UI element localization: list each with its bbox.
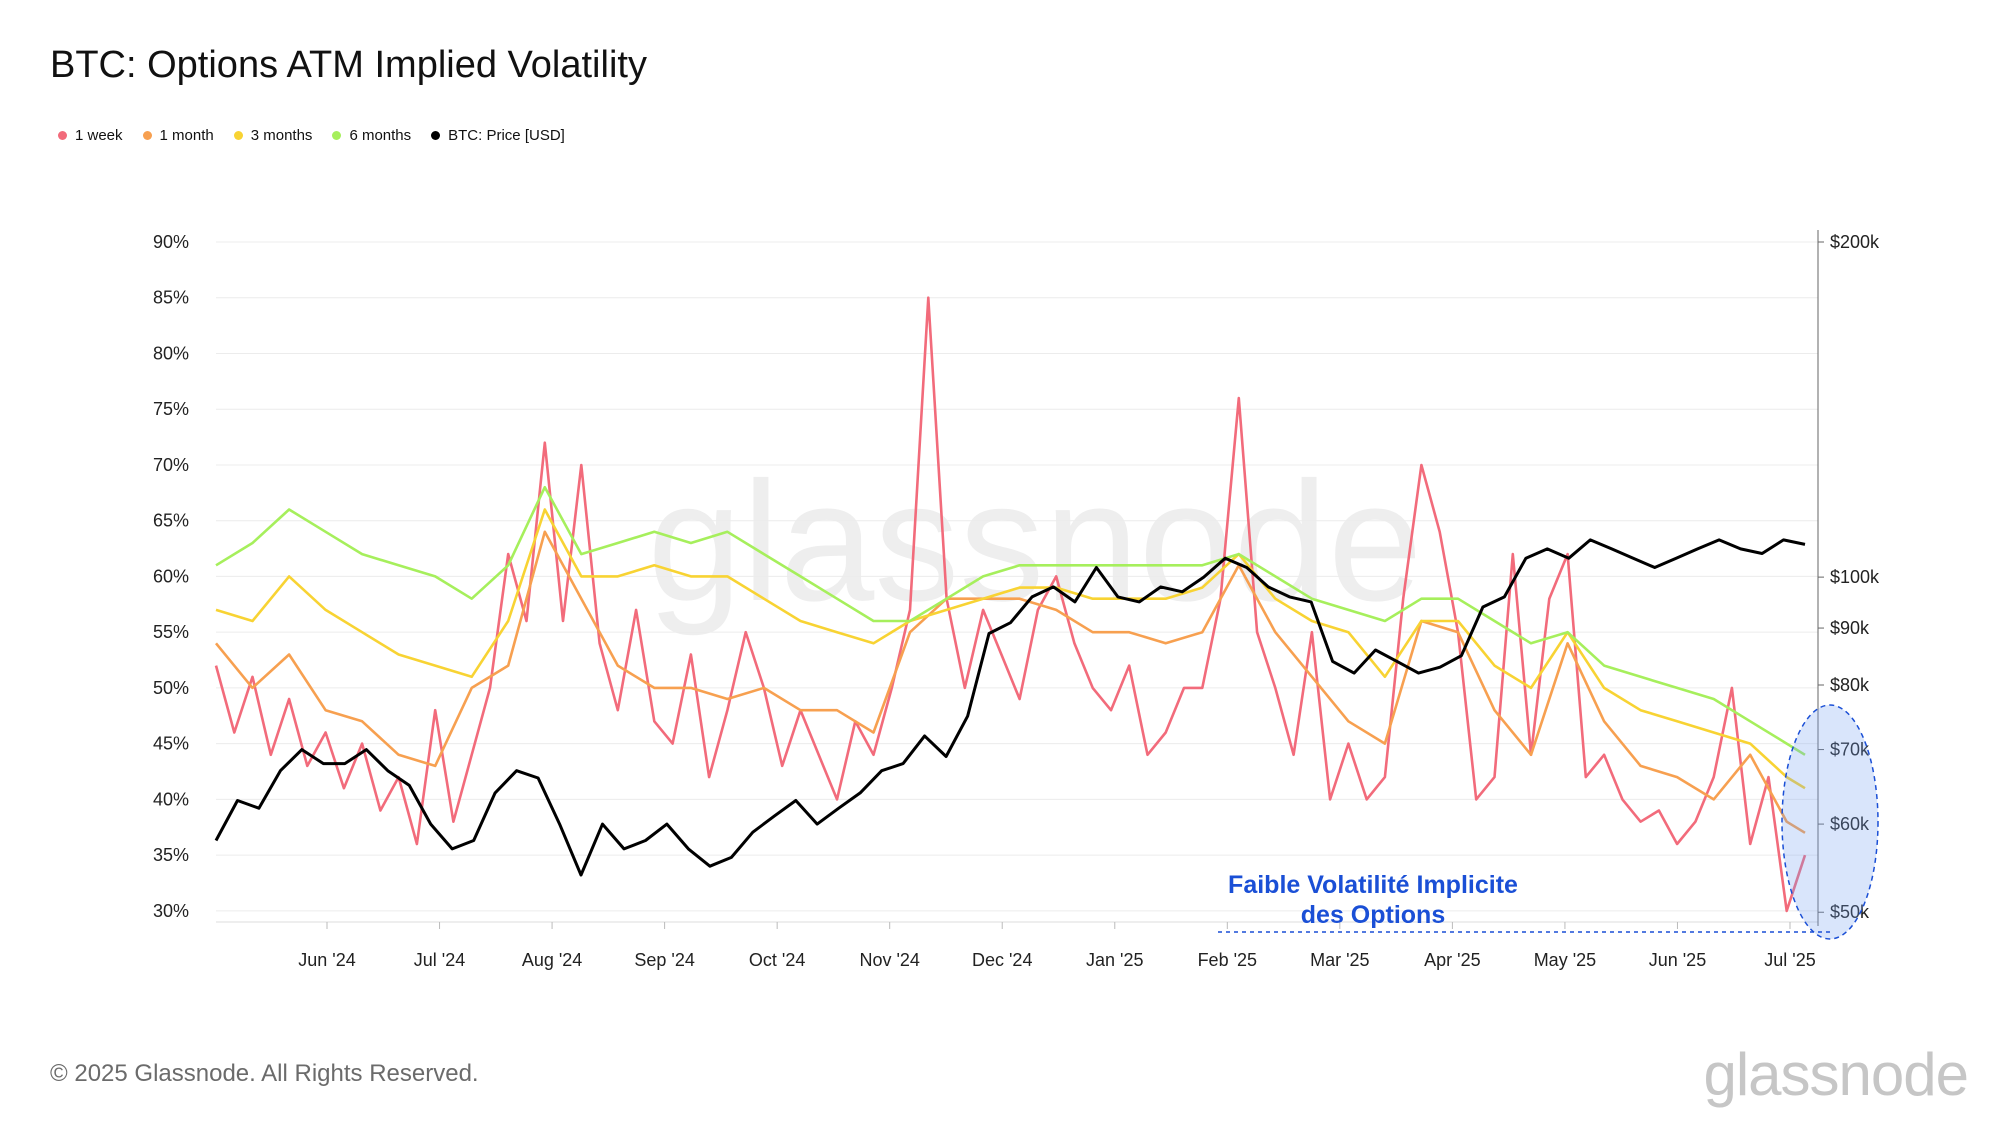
y-left-tick-label: 50% (153, 678, 189, 698)
series-line-1-month (214, 530, 1806, 834)
annotation-line-1: Faible Volatilité Implicite (1228, 871, 1518, 899)
y-right-tick-label: $60k (1830, 814, 1870, 834)
x-tick-label: Apr '25 (1424, 950, 1480, 970)
chart-title: BTC: Options ATM Implied Volatility (50, 44, 647, 86)
x-tick-label: Feb '25 (1198, 950, 1257, 970)
y-right-tick-label: $70k (1830, 740, 1870, 760)
watermark: glassnode (647, 447, 1422, 637)
y-left-tick-label: 55% (153, 622, 189, 642)
y-left-tick-label: 80% (153, 343, 189, 363)
y-left-tick-label: 40% (153, 789, 189, 809)
legend-dot-1-week (58, 131, 67, 140)
x-tick-label: Jul '24 (414, 950, 465, 970)
y-left-tick-label: 30% (153, 901, 189, 921)
legend-item-6-months[interactable]: 6 months (332, 127, 411, 144)
x-tick-label: Jul '25 (1764, 950, 1815, 970)
x-tick-label: Nov '24 (859, 950, 919, 970)
x-tick-label: Dec '24 (972, 950, 1032, 970)
annotation-group: Faible Volatilité Implicite des Options (1218, 704, 1879, 940)
footer-copyright: © 2025 Glassnode. All Rights Reserved. (50, 1060, 479, 1087)
legend-label-3-months: 3 months (250, 127, 313, 144)
y-left-tick-label: 90% (153, 232, 189, 252)
y-left-tick-label: 35% (153, 845, 189, 865)
y-right-tick-label: $200k (1830, 232, 1880, 252)
x-tick-label: Jan '25 (1086, 950, 1143, 970)
x-tick-label: Jun '25 (1649, 950, 1706, 970)
legend-item-btc-price[interactable]: BTC: Price [USD] (431, 127, 565, 144)
legend-item-3-months[interactable]: 3 months (233, 127, 313, 144)
y-left-tick-label: 85% (153, 288, 189, 308)
x-axis: Jun '24 Jul '24 Aug '24 Sep '24 Oct '24 Nov '… (298, 922, 1816, 970)
series-line-btc-price-usd- (214, 538, 1806, 877)
y-left-tick-label: 75% (153, 399, 189, 419)
y-right-tick-label: $80k (1830, 675, 1870, 695)
brand-logo[interactable]: glassnode (1703, 1041, 1969, 1108)
legend-dot-6-months (332, 131, 342, 140)
x-tick-label: Oct '24 (749, 950, 805, 970)
y-right-tick-label: $100k (1830, 567, 1880, 587)
series-lines (214, 296, 1807, 913)
y-left-tick-label: 65% (153, 511, 189, 531)
legend-label-1-month: 1 month (159, 127, 214, 144)
annotation-line-2: des Options (1301, 901, 1445, 929)
x-tick-label: May '25 (1534, 950, 1596, 970)
y-right-tick-label: $90k (1830, 618, 1870, 638)
y-axis-left: 90% 85% 80% 75% 70% 65% 60% 55% 50% 45% 40% 35% 30% (153, 232, 189, 921)
x-tick-label: Sep '24 (634, 950, 695, 970)
legend-dot-1-month (142, 131, 152, 140)
legend-item-1-week[interactable]: 1 week (58, 127, 123, 144)
y-left-tick-label: 70% (153, 455, 189, 475)
low-vol-highlight (1781, 704, 1879, 940)
x-tick-label: Jun '24 (298, 950, 355, 970)
legend-item-1-month[interactable]: 1 month (142, 127, 214, 144)
legend-dot-btc-price (431, 131, 441, 140)
legend-label-1-week: 1 week (75, 127, 123, 144)
series-line-6-months (215, 485, 1806, 756)
y-left-tick-label: 60% (153, 566, 189, 586)
y-left-tick-label: 45% (153, 734, 189, 754)
y-right-tick-label: $50k (1830, 902, 1870, 922)
legend: 1 week 1 month 3 months 6 months BTC: Pr… (58, 127, 565, 144)
series-line-1-week (214, 296, 1807, 913)
x-tick-label: Aug '24 (522, 950, 583, 970)
series-line-3-months (215, 508, 1806, 790)
y-axis-right: $200k $100k $90k $80k $70k $60k $50k (1817, 230, 1880, 926)
legend-label-btc-price: BTC: Price [USD] (448, 127, 565, 144)
legend-label-6-months: 6 months (349, 127, 412, 144)
grid (216, 241, 1818, 923)
legend-dot-3-months (233, 131, 243, 140)
x-tick-label: Mar '25 (1310, 950, 1369, 970)
